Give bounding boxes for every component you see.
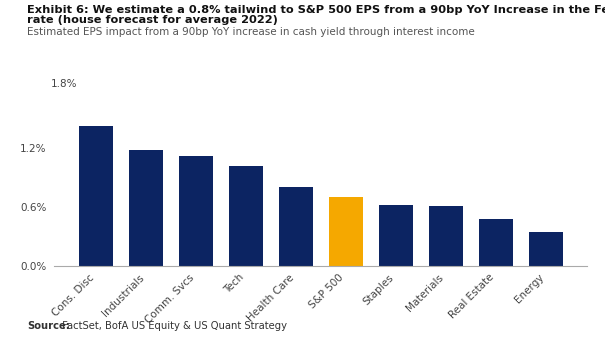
- Text: Source:: Source:: [27, 321, 70, 331]
- Bar: [429, 206, 463, 266]
- Text: FactSet, BofA US Equity & US Quant Strategy: FactSet, BofA US Equity & US Quant Strat…: [59, 321, 287, 331]
- Bar: [129, 150, 163, 266]
- Bar: [379, 205, 413, 266]
- Text: rate (house forecast for average 2022): rate (house forecast for average 2022): [27, 15, 278, 25]
- Bar: [279, 187, 313, 266]
- Bar: [329, 197, 362, 266]
- Bar: [79, 126, 113, 266]
- Text: 1.8%: 1.8%: [51, 79, 77, 89]
- Bar: [229, 166, 263, 266]
- Bar: [178, 155, 212, 266]
- Bar: [479, 219, 512, 266]
- Text: Exhibit 6: We estimate a 0.8% tailwind to S&P 500 EPS from a 90bp YoY Increase i: Exhibit 6: We estimate a 0.8% tailwind t…: [27, 5, 605, 15]
- Bar: [529, 232, 563, 266]
- Text: Estimated EPS impact from a 90bp YoY increase in cash yield through interest inc: Estimated EPS impact from a 90bp YoY inc…: [27, 27, 475, 36]
